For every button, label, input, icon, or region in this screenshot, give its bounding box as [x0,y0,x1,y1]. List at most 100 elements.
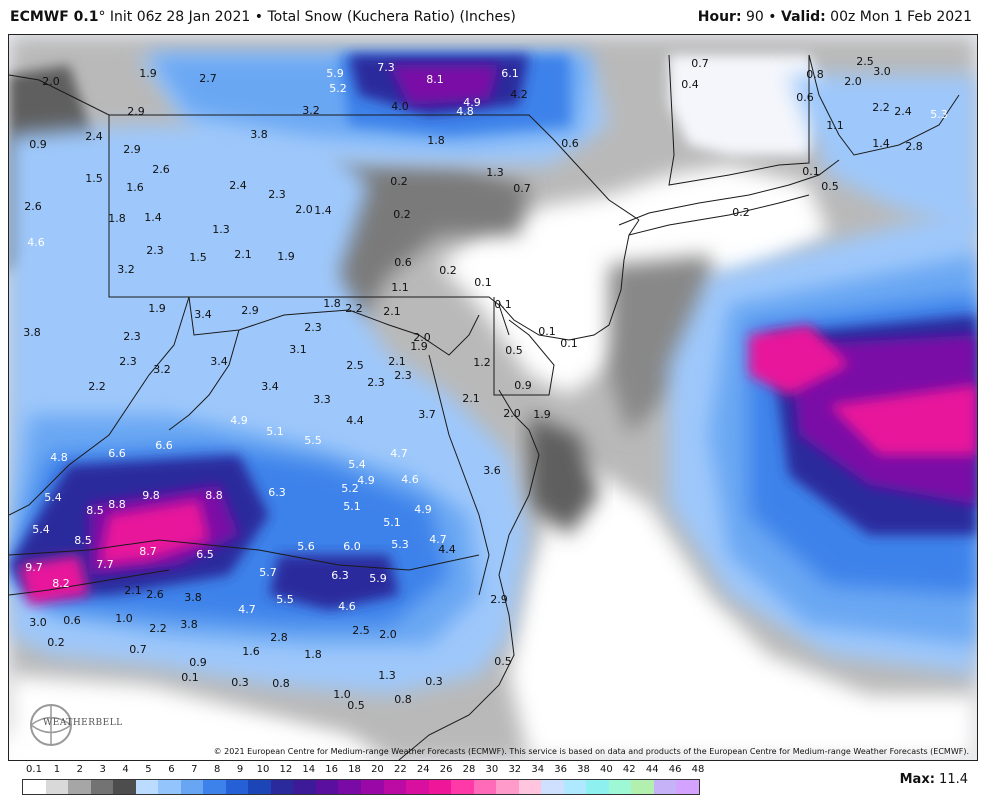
snowfall-value-label: 1.1 [391,281,409,294]
snow-band [789,75,977,235]
snowfall-value-label: 0.9 [514,379,532,392]
legend-tick: 46 [668,764,682,775]
snow-band [829,385,977,455]
snowfall-value-label: 1.9 [533,408,551,421]
hour-label: Hour: [697,9,742,25]
snowfall-value-label: 7.7 [96,558,114,571]
coast-long-island [628,194,810,236]
border-tn-nc [9,569,170,596]
snowfall-value-label: 5.1 [383,516,401,529]
snowfall-value-label: 1.6 [126,181,144,194]
snowfall-value-label: 6.0 [343,540,361,553]
snowfall-value-label: 0.1 [560,337,578,350]
legend-tick: 16 [325,764,339,775]
border-pa-south [108,115,510,336]
snowfall-value-label: 0.6 [561,137,579,150]
snow-band [9,725,365,760]
snowfall-value-label: 2.2 [345,302,363,315]
chesapeake-bay [428,354,490,596]
coastline-atlantic [398,389,540,760]
snow-map[interactable]: 2.0 1.9 2.7 5.9 7.3 8.1 6.1 0.7 0.4 0.8 2.5 3.0 2.0 5… [8,34,978,761]
snowfall-value-label: 7.3 [377,61,395,74]
legend-swatch [451,780,474,794]
snowfall-value-label: 2.1 [388,355,406,368]
legend-tick: 9 [236,764,244,775]
legend-tick: 42 [622,764,636,775]
legend-swatch [338,780,361,794]
snowfall-value-label: 3.6 [483,464,501,477]
globe-icon [30,704,73,746]
snowfall-value-label: 2.4 [229,179,247,192]
legend-tick: 4 [122,764,129,775]
max-number: 11.4 [934,772,968,787]
legend-swatch [563,780,587,794]
valid-label: Valid: [781,9,826,25]
legend-tick: 44 [645,764,659,775]
color-legend: 0.1 1 2 3 4 5 6 7 8 9 10 12 14 16 18 20 22 24 26 28 30 32 34 36… [22,764,705,804]
snowfall-value-label: 5.7 [259,566,277,579]
border-va-nc [9,539,480,571]
border-nj [498,219,640,341]
snowfall-value-label: 2.3 [123,330,141,343]
product-name: Total Snow (Kuchera Ratio) (Inches) [267,9,516,25]
snowfall-value-label: 4.6 [27,236,45,249]
snowfall-value-label: 3.2 [117,263,135,276]
snowfall-value-label: 2.8 [905,140,923,153]
snowfall-value-label: 4.0 [391,100,409,113]
legend-swatch [406,780,429,794]
legend-tick: 6 [168,764,175,775]
snowfall-value-label: 8.8 [205,489,223,502]
snowfall-value-label: 3.3 [313,393,331,406]
legend-tick: 18 [348,764,361,775]
snowfall-value-label: 2.5 [346,359,364,372]
snowfall-value-label: 2.3 [119,355,137,368]
state-borders [9,54,960,760]
snowfall-value-label: 4.9 [463,96,481,109]
snowfall-value-label: 5.1 [343,500,361,513]
snowfall-value-label: 2.2 [88,380,106,393]
snowfall-value-label: 3.0 [873,65,891,78]
legend-swatch [631,780,654,794]
snowfall-value-label: 0.5 [821,180,839,193]
snowfall-value-label: 4.9 [230,414,248,427]
legend-swatch [608,780,632,794]
snowfall-value-label: 1.4 [144,211,162,224]
legend-swatch [293,780,316,794]
snowfall-value-label: 0.8 [272,677,290,690]
legend-tick: 7 [191,764,198,775]
snowfall-value-label: 4.6 [401,473,419,486]
snowfall-value-label: 4.8 [50,451,68,464]
legend-swatch [518,780,542,794]
snowfall-value-label: 5.5 [276,593,294,606]
snowfall-value-label: 3.2 [302,104,320,117]
snowfall-value-label: 1.8 [323,297,341,310]
snowfall-value-label: 0.1 [538,325,556,338]
snowfall-value-label: 0.2 [47,636,65,649]
snowfall-value-label: 2.0 [844,75,862,88]
legend-swatch [496,780,519,794]
title-left: ECMWF 0.1° Init 06z 28 Jan 2021 • Total … [10,0,516,34]
snowfall-value-label: 2.3 [394,369,412,382]
legend-tick: 10 [256,764,270,775]
legend-tick: 26 [439,764,453,775]
snowfall-value-label: 4.9 [357,474,375,487]
snowfall-value-label: 6.3 [268,486,286,499]
snowfall-value-label: 5.3 [391,538,409,551]
snowfall-value-label: 3.0 [29,616,47,629]
snowfall-value-label: 0.1 [474,276,492,289]
legend-swatch [135,780,159,794]
snowfall-value-label: 2.1 [383,305,401,318]
snowfall-value-label: 9.8 [142,489,160,502]
legend-tick: 48 [691,764,705,775]
snowfall-value-label: 3.8 [180,618,198,631]
legend-swatch [90,780,114,794]
snowfall-value-label: 6.5 [196,548,214,561]
snowfall-value-label: 4.9 [414,503,432,516]
snowfall-value-label: 6.6 [155,439,173,452]
snowfall-value-label: 0.9 [189,656,207,669]
snowfall-value-label: 1.1 [826,119,844,132]
snowfall-value-label: 2.5 [352,624,370,637]
snowfall-value-label: 8.2 [52,577,70,590]
snowfall-value-label: 0.8 [806,68,824,81]
snowfall-value-label: 5.5 [304,434,322,447]
